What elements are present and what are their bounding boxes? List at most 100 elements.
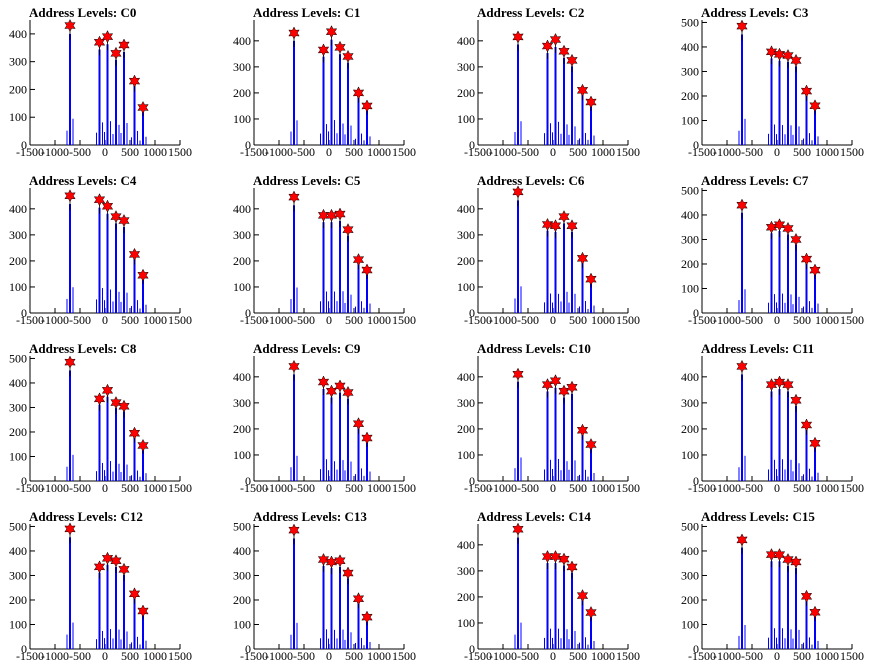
peak-marker bbox=[93, 392, 106, 406]
y-tick-label: 400 bbox=[457, 370, 475, 384]
peak-marker bbox=[334, 554, 346, 568]
peak-bar bbox=[787, 61, 789, 146]
panel-c1: Address Levels: C1 0 100 200 300 400 -1500-100… bbox=[233, 5, 416, 159]
peak-sideband bbox=[579, 642, 580, 649]
peak-sideband bbox=[514, 634, 516, 649]
y-tick-label: 500 bbox=[681, 183, 699, 197]
panel-c8: Address Levels: C80100200300400500-1500-… bbox=[9, 341, 192, 495]
x-tick-label: -500 bbox=[517, 145, 539, 159]
peak-sideband bbox=[355, 138, 356, 145]
x-tick-label: 1500 bbox=[392, 313, 416, 327]
peak-sideband bbox=[344, 639, 346, 649]
y-tick-label: 0 bbox=[469, 474, 475, 488]
peak-sideband bbox=[342, 460, 344, 481]
x-tick-label: 1500 bbox=[840, 649, 864, 663]
peak-sideband bbox=[550, 628, 551, 649]
x-tick-label: 1500 bbox=[840, 145, 864, 159]
x-tick-label: -500 bbox=[741, 313, 763, 327]
peak-bar bbox=[330, 39, 333, 145]
y-tick-label: 300 bbox=[457, 564, 475, 578]
peak-marker bbox=[118, 213, 130, 228]
peak-bar bbox=[106, 564, 109, 649]
peak-marker bbox=[317, 208, 330, 222]
peak-marker bbox=[342, 49, 354, 64]
peak-sideband bbox=[520, 286, 522, 313]
x-tick-label: 1500 bbox=[168, 649, 192, 663]
peak-sideband bbox=[320, 133, 321, 145]
peak-sideband bbox=[104, 470, 105, 481]
peak-bar bbox=[330, 568, 333, 649]
peak-sideband bbox=[560, 301, 562, 313]
y-tick-label: 0 bbox=[245, 642, 251, 656]
peak-marker bbox=[773, 548, 786, 562]
peak-marker bbox=[790, 232, 802, 247]
peak-marker bbox=[64, 355, 76, 369]
x-tick-label: -500 bbox=[69, 649, 91, 663]
peak-sideband bbox=[137, 636, 138, 649]
x-tick-label: 1500 bbox=[392, 145, 416, 159]
peak-marker bbox=[558, 210, 570, 224]
x-tick-label: -1500 bbox=[16, 313, 44, 327]
y-tick-label: 400 bbox=[681, 208, 699, 222]
peak-sideband bbox=[137, 470, 138, 481]
peak-marker bbox=[512, 30, 524, 44]
x-tick-label: 0 bbox=[550, 313, 556, 327]
x-tick-label: -1000 bbox=[41, 649, 69, 663]
peak-sideband bbox=[560, 133, 562, 145]
peak-marker bbox=[773, 47, 786, 61]
peak-sideband bbox=[817, 472, 819, 481]
peak-sideband bbox=[355, 642, 356, 649]
peak-bar bbox=[322, 222, 325, 313]
peak-bar bbox=[133, 597, 136, 649]
peak-sideband bbox=[120, 301, 122, 313]
x-tick-label: 0 bbox=[774, 145, 780, 159]
y-tick-label: 100 bbox=[9, 449, 27, 463]
peak-marker bbox=[773, 218, 786, 232]
peak-marker bbox=[137, 268, 149, 282]
y-tick-label: 400 bbox=[681, 370, 699, 384]
peak-marker bbox=[541, 549, 554, 564]
x-tick-label: 0 bbox=[326, 145, 332, 159]
x-tick-label: -1500 bbox=[240, 145, 268, 159]
peak-sideband bbox=[290, 299, 292, 313]
peak-bar bbox=[554, 387, 557, 481]
peak-sideband bbox=[296, 455, 298, 481]
peak-bar bbox=[563, 565, 565, 649]
x-tick-label: 500 bbox=[569, 649, 587, 663]
y-tick-label: 300 bbox=[457, 60, 475, 74]
y-tick-label: 100 bbox=[233, 112, 251, 126]
peak-sideband bbox=[593, 135, 595, 145]
peak-bar bbox=[123, 411, 125, 481]
panel-title: Address Levels: C12 bbox=[29, 509, 143, 524]
peak-sideband bbox=[355, 306, 356, 313]
peak-sideband bbox=[803, 642, 804, 649]
peak-sideband bbox=[514, 468, 516, 481]
peak-sideband bbox=[782, 293, 783, 313]
x-tick-label: 1000 bbox=[143, 649, 167, 663]
peak-bar bbox=[571, 66, 573, 145]
peak-sideband bbox=[738, 467, 740, 481]
peak-sideband bbox=[361, 133, 362, 145]
peak-sideband bbox=[593, 640, 595, 649]
y-tick-label: 300 bbox=[233, 60, 251, 74]
x-tick-label: -500 bbox=[517, 481, 539, 495]
peak-bar bbox=[770, 391, 773, 481]
peak-marker bbox=[128, 587, 141, 601]
peak-sideband bbox=[120, 639, 122, 649]
y-tick-label: 300 bbox=[233, 568, 251, 582]
y-tick-label: 300 bbox=[9, 228, 27, 242]
peak-marker bbox=[809, 436, 821, 450]
x-tick-label: 500 bbox=[345, 145, 363, 159]
peak-sideband bbox=[137, 130, 138, 145]
x-tick-label: 0 bbox=[774, 481, 780, 495]
peak-bar bbox=[347, 578, 349, 649]
panel-title: Address Levels: C15 bbox=[701, 509, 815, 524]
peak-sideband bbox=[792, 304, 794, 313]
peak-sideband bbox=[558, 628, 559, 649]
peak-sideband bbox=[326, 124, 327, 145]
y-tick-label: 100 bbox=[9, 280, 27, 294]
x-tick-label: 1500 bbox=[392, 649, 416, 663]
peak-bar bbox=[98, 404, 101, 481]
peak-bar bbox=[133, 258, 136, 313]
y-tick-label: 100 bbox=[457, 448, 475, 462]
